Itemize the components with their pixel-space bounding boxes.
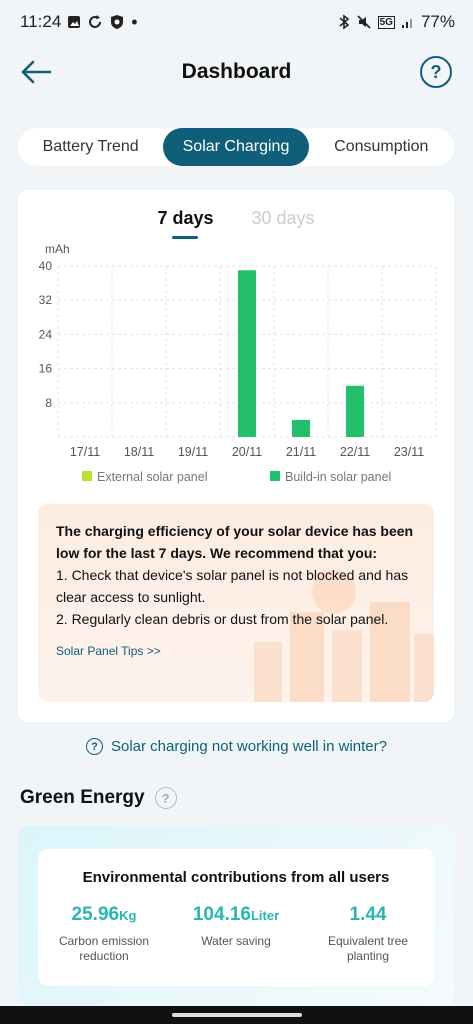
legend-label: External solar panel [97,470,207,484]
signal-icon [401,15,415,29]
question-icon: ? [430,61,442,82]
tab-consumption[interactable]: Consumption [334,138,429,155]
legend-swatch [270,471,280,481]
arrow-left-icon [21,60,52,84]
status-time: 11:24 [20,12,62,31]
home-indicator[interactable] [171,1013,302,1017]
tip-text: The charging efficiency of your solar de… [56,520,416,630]
environment-card-title: Environmental contributions from all use… [82,869,390,886]
x-tick-label: 20/11 [232,445,262,459]
back-button[interactable] [18,54,54,90]
app-header: Dashboard ? [0,44,473,100]
solar-bar-chart: mAh 40 32 24 16 8 17/11 18/11 19/11 20/11 21/11 22/… [39,242,437,484]
efficiency-tip: The charging efficiency of your solar de… [38,504,434,702]
x-tick-label: 23/11 [394,445,424,459]
solar-panel-tips-link[interactable]: Solar Panel Tips >> [56,644,161,658]
bluetooth-icon [338,14,350,30]
solar-chart-card: 7 days 30 days mAh 40 32 24 16 8 17/11 18/11 19/… [18,190,454,722]
metric-label: Equivalent tree planting [327,934,409,963]
green-energy-panel: Environmental contributions from all use… [18,826,454,1006]
green-energy-info-icon[interactable]: ? [154,787,177,809]
x-tick-label: 21/11 [286,445,316,459]
legend-swatch [82,471,92,481]
y-tick-label: 24 [39,327,53,341]
mute-icon [356,14,372,30]
tab-30-days[interactable]: 30 days [251,208,315,228]
city-illustration [254,570,434,702]
metrics-row: 25.96Kg Carbon emission reduction 104.16… [38,904,434,964]
tip-item-1: 1. Check that device's solar panel is no… [56,567,409,605]
metric-label: Water saving [201,934,271,948]
legend-label: Build-in solar panel [285,470,391,484]
metric-label: Carbon emission reduction [58,934,150,963]
winter-help-link[interactable]: ? Solar charging not working well in win… [0,738,473,755]
sync-icon [87,14,103,30]
x-tick-label: 19/11 [178,445,208,459]
bar-21-11 [292,419,310,437]
range-tabs: 7 days 30 days [18,208,454,239]
tip-item-2: 2. Regularly clean debris or dust from t… [56,611,389,627]
page-title: Dashboard [181,60,292,83]
help-button[interactable]: ? [420,56,452,88]
environment-card: Environmental contributions from all use… [38,849,434,986]
y-tick-label: 16 [39,362,53,376]
status-bar-right: 5G 77% [338,12,455,32]
x-tick-label: 22/11 [340,445,370,459]
metric-value: 25.96 [71,904,120,925]
metric-carbon: 25.96Kg Carbon emission reduction [38,904,170,964]
metric-unit: Kg [119,908,137,923]
tab-7-days[interactable]: 7 days [157,208,214,239]
gallery-icon [67,15,81,29]
green-energy-header: Green Energy ? [20,787,177,809]
network-5g-icon: 5G [377,15,395,29]
x-tick-label: 18/11 [124,445,154,459]
status-bar: 11:24 • 5G 77% [0,0,473,44]
winter-link-text: Solar charging not working well in winte… [111,738,387,755]
bar-20-11 [238,270,256,437]
metric-value: 1.44 [349,904,387,925]
status-bar-left: 11:24 • [20,12,138,33]
metric-tree: 1.44 Equivalent tree planting [302,904,434,964]
metric-value: 104.16 [192,904,251,925]
dashboard-tabs: Battery Trend Solar Charging Consumption [18,128,454,166]
y-tick-label: 8 [45,396,52,410]
tab-solar-charging[interactable]: Solar Charging [163,128,309,166]
dot-icon: • [131,11,138,32]
question-circle-icon: ? [86,738,103,755]
shield-icon [109,14,125,30]
tab-battery-trend[interactable]: Battery Trend [42,138,139,155]
navigation-bar [0,1006,473,1024]
metric-unit: Liter [250,908,280,923]
y-tick-label: 40 [39,259,53,273]
bar-22-11 [346,385,364,437]
green-energy-title: Green Energy [20,787,145,808]
y-axis-label: mAh [45,242,70,256]
x-tick-label: 17/11 [70,445,100,459]
tip-heading: The charging efficiency of your solar de… [56,523,414,561]
battery-level: 77% [420,12,455,31]
y-tick-label: 32 [39,293,53,307]
metric-water: 104.16Liter Water saving [170,904,302,964]
